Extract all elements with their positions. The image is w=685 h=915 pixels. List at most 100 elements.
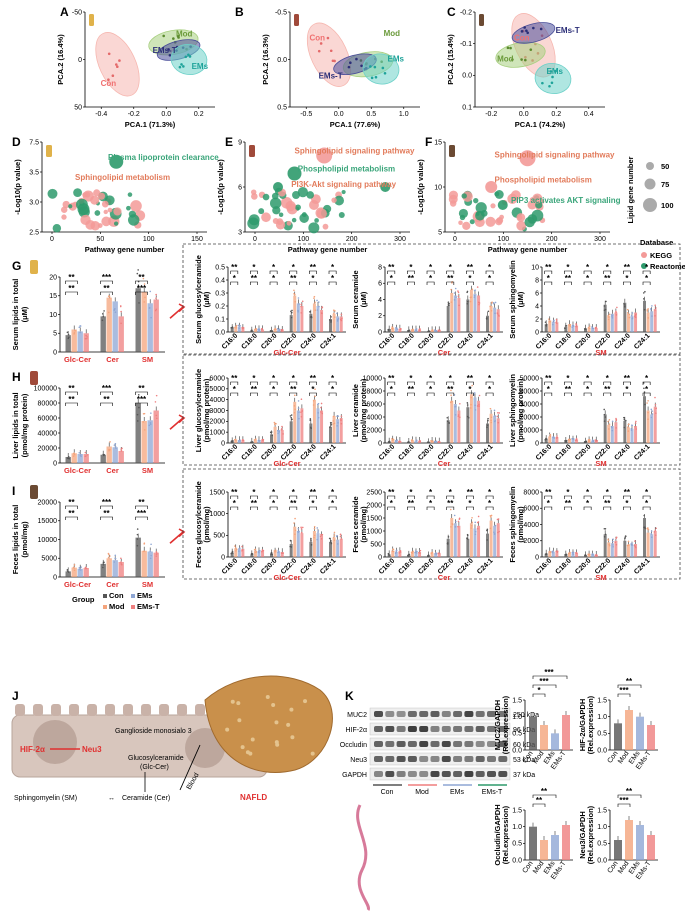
data-point bbox=[471, 516, 473, 519]
y-tick-label: 0 bbox=[53, 574, 57, 581]
y-tick-label: 100000 bbox=[34, 385, 57, 392]
sig-bracket bbox=[387, 281, 396, 285]
data-point bbox=[454, 414, 457, 416]
sig-bracket bbox=[446, 281, 455, 285]
blot-group-label: Mod bbox=[415, 789, 429, 796]
kegg-bubble bbox=[62, 200, 70, 209]
sig-bracket bbox=[564, 392, 572, 396]
bar-ems bbox=[336, 539, 340, 557]
data-point bbox=[635, 420, 637, 423]
data-point bbox=[587, 440, 590, 442]
bar-ems bbox=[453, 295, 457, 332]
bar-mod bbox=[71, 329, 77, 352]
data-point bbox=[329, 426, 331, 428]
data-point bbox=[569, 438, 572, 441]
data-point bbox=[317, 530, 320, 532]
data-point bbox=[585, 440, 588, 443]
bar-mod bbox=[607, 424, 611, 443]
data-point bbox=[336, 312, 338, 315]
total-y-title: Liver lipids in total bbox=[11, 392, 20, 458]
y-tick-label: 1.5 bbox=[597, 807, 607, 814]
data-point bbox=[653, 531, 656, 533]
data-point bbox=[607, 420, 609, 423]
y-tick-label: 6000 bbox=[366, 401, 382, 408]
sig-mark: ** bbox=[624, 263, 631, 272]
sig-mark: ** bbox=[310, 263, 317, 272]
data-point bbox=[321, 412, 324, 415]
bar-con bbox=[65, 457, 71, 463]
pca-point bbox=[331, 59, 335, 63]
pca-point bbox=[319, 42, 323, 45]
kegg-bubble bbox=[510, 190, 521, 201]
protein-label: MUC2 bbox=[347, 712, 367, 719]
data-point bbox=[235, 324, 238, 327]
bar-ems-t bbox=[575, 553, 579, 557]
data-point bbox=[109, 555, 111, 557]
sig-bracket bbox=[250, 506, 258, 510]
data-point bbox=[328, 537, 331, 540]
data-point bbox=[454, 525, 457, 528]
bar-mod bbox=[141, 550, 147, 577]
schematic-text: (Glc-Cer) bbox=[140, 764, 169, 771]
reactome-bubble bbox=[458, 208, 469, 218]
bar-con bbox=[564, 326, 568, 332]
microvillus bbox=[87, 704, 97, 716]
data-point bbox=[293, 411, 296, 414]
y-tick-label: 1.5 bbox=[512, 807, 522, 814]
size-legend-label: 75 bbox=[661, 180, 669, 189]
data-point bbox=[453, 514, 456, 517]
liver-icon bbox=[249, 145, 255, 157]
data-point bbox=[466, 415, 469, 418]
reactome-bubble bbox=[269, 197, 282, 209]
sig-bracket bbox=[466, 381, 474, 385]
data-point bbox=[634, 546, 637, 549]
data-point bbox=[474, 409, 477, 411]
kegg-bubble bbox=[97, 223, 103, 228]
bar-ems-t bbox=[118, 562, 124, 577]
data-point bbox=[457, 295, 460, 298]
bar-ems-t bbox=[83, 333, 89, 352]
data-point bbox=[646, 310, 649, 312]
bar-ems bbox=[277, 551, 281, 557]
y-tick-label: 0 bbox=[78, 57, 82, 64]
data-point bbox=[72, 455, 75, 457]
data-point bbox=[84, 337, 87, 340]
bar-mod bbox=[332, 537, 336, 557]
data-point bbox=[646, 402, 648, 404]
data-point bbox=[143, 542, 146, 544]
sig-mark: * bbox=[252, 374, 256, 383]
y-tick-label: 10000 bbox=[520, 427, 540, 434]
kegg-bubble bbox=[82, 192, 88, 198]
y-tick-label: 4 bbox=[535, 303, 539, 310]
reactome-bubble bbox=[47, 188, 58, 199]
x-tick-label: 150 bbox=[191, 236, 203, 243]
wb-bar bbox=[636, 825, 644, 860]
bar-con bbox=[544, 553, 548, 557]
data-point bbox=[549, 435, 552, 438]
data-point bbox=[313, 534, 316, 537]
bar-mod bbox=[626, 313, 630, 332]
data-point bbox=[119, 305, 122, 307]
sig-mark: * bbox=[645, 263, 649, 272]
data-point bbox=[231, 550, 234, 553]
y-axis-title: PCA.2 (16.3%) bbox=[261, 34, 270, 85]
data-point bbox=[587, 438, 590, 441]
kegg-bubble bbox=[331, 197, 337, 203]
y-axis-title: PCA.2 (15.4%) bbox=[446, 34, 455, 85]
kegg-bubble bbox=[286, 220, 292, 226]
protein-band bbox=[396, 756, 406, 762]
data-point bbox=[232, 327, 234, 329]
bar-ems bbox=[296, 410, 300, 443]
data-point bbox=[108, 297, 111, 299]
y-tick-label: 10000 bbox=[363, 375, 383, 382]
data-point bbox=[235, 327, 237, 329]
kegg-bubble bbox=[458, 220, 463, 225]
sig-bracket bbox=[289, 281, 298, 285]
highlight-bubble bbox=[109, 154, 124, 169]
bar-ems bbox=[77, 454, 83, 463]
sig-mark: ** bbox=[251, 499, 258, 508]
pca-point bbox=[107, 78, 110, 82]
sig-mark: ** bbox=[138, 384, 145, 393]
data-point bbox=[486, 539, 488, 541]
